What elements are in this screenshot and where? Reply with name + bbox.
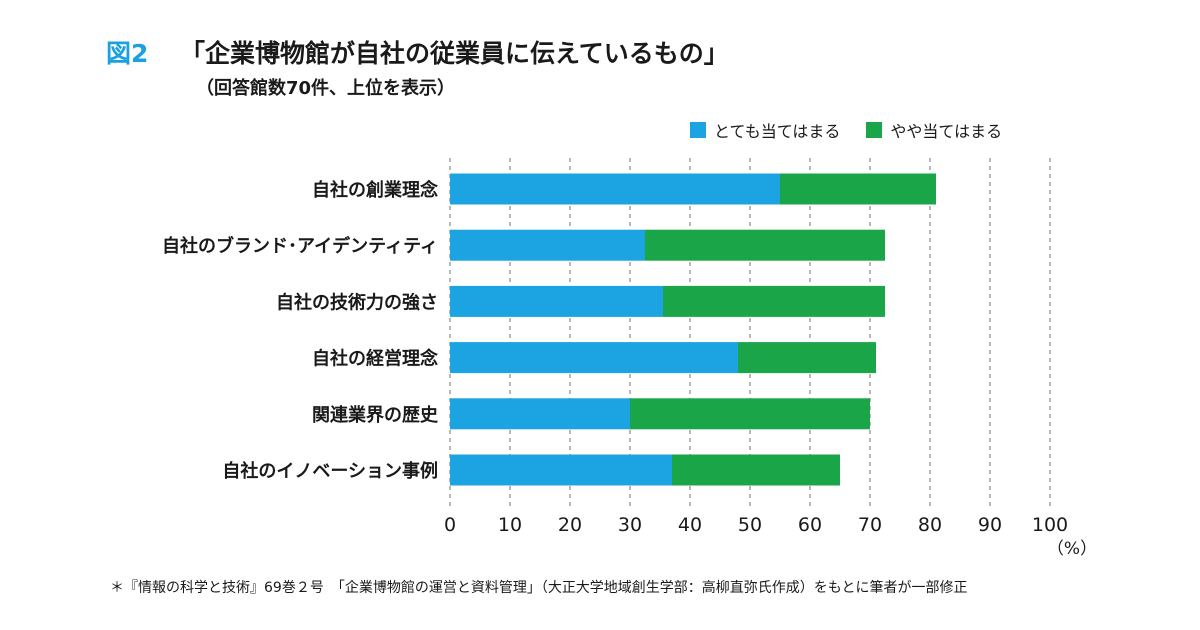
- category-label: 自社の経営理念: [312, 348, 438, 370]
- bar-somewhat: [663, 285, 885, 317]
- category-label: 自社のブランド･アイデンティティ: [162, 235, 438, 257]
- bar-somewhat: [780, 173, 936, 205]
- figure-label: 図2: [106, 39, 149, 68]
- x-tick-label: 90: [978, 514, 1002, 536]
- footnote: ＊『情報の科学と技術』69巻２号 「企業博物館の運営と資料管理」（大正大学地域創…: [110, 580, 968, 596]
- x-tick-label: 20: [558, 514, 582, 536]
- legend-item-strong: とても当てはまる: [690, 118, 840, 142]
- bar-somewhat: [738, 342, 876, 374]
- bar-strong: [450, 342, 738, 374]
- x-tick-label: 0: [444, 514, 456, 536]
- chart-title: 「企業博物館が自社の従業員に伝えているもの」: [180, 39, 729, 68]
- legend-swatch-somewhat: [866, 122, 883, 138]
- category-label: 関連業界の歴史: [312, 404, 439, 426]
- category-label: 自社の技術力の強さ: [276, 291, 438, 313]
- x-tick-label: 70: [858, 514, 882, 536]
- legend-label-somewhat: やや当てはまる: [890, 122, 1003, 141]
- bar-somewhat: [645, 229, 885, 261]
- x-tick-label: 100: [1032, 514, 1068, 536]
- bar-strong: [450, 454, 672, 486]
- x-tick-label: 50: [738, 514, 762, 536]
- chart-subtitle: （回答館数70件、上位を表示）: [196, 78, 456, 99]
- x-tick-label: 60: [798, 514, 822, 536]
- stacked-bar-chart: 自社の創業理念自社のブランド･アイデンティティ自社の技術力の強さ自社の経営理念関…: [162, 158, 1097, 559]
- x-tick-label: 80: [918, 514, 942, 536]
- bar-somewhat: [630, 398, 870, 430]
- category-label: 自社のイノベーション事例: [222, 460, 438, 482]
- x-tick-label: 10: [498, 514, 522, 536]
- category-label: 自社の創業理念: [312, 179, 438, 201]
- legend-swatch-strong: [690, 122, 706, 138]
- legend-label-strong: とても当てはまる: [714, 122, 841, 141]
- bar-strong: [450, 285, 663, 317]
- legend-item-somewhat: やや当てはまる: [866, 118, 1002, 142]
- bar-strong: [450, 229, 645, 261]
- x-tick-label: 40: [678, 514, 702, 536]
- x-unit-label: （%）: [1047, 539, 1097, 559]
- legend: とても当てはまる やや当てはまる: [690, 118, 1028, 142]
- bar-strong: [450, 173, 780, 205]
- bar-strong: [450, 398, 630, 430]
- bar-somewhat: [672, 454, 840, 486]
- x-tick-label: 30: [618, 514, 642, 536]
